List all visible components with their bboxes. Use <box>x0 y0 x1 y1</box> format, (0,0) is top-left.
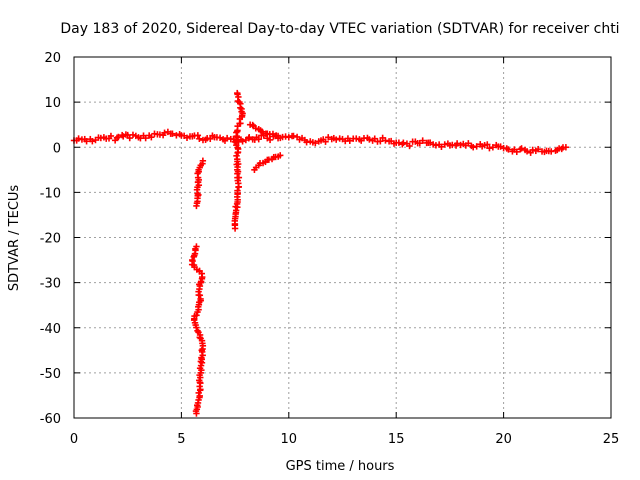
data-point-series-0 <box>325 134 332 141</box>
data-points <box>70 89 570 417</box>
x-tick-label: 20 <box>495 432 512 447</box>
y-tick-label: -10 <box>40 186 61 201</box>
data-point-series-0 <box>142 134 149 142</box>
data-point-series-2 <box>234 149 241 157</box>
data-point-series-0 <box>239 138 246 145</box>
y-tick-label: -50 <box>40 367 61 382</box>
data-point-series-0 <box>473 143 480 150</box>
data-point-series-1 <box>193 410 200 417</box>
data-point-series-0 <box>562 144 570 151</box>
axis-ticks: 0 5 10 15 20 25 -60 -50 -40 -30 -20 -10 0 10 20 <box>40 51 620 447</box>
data-point-series-0 <box>161 129 168 136</box>
data-point-series-0 <box>489 144 497 151</box>
y-tick-label: -40 <box>40 322 61 337</box>
data-point-series-0 <box>322 138 329 145</box>
data-point-series-0 <box>312 139 319 147</box>
data-point-series-0 <box>486 144 493 152</box>
x-tick-label: 0 <box>70 432 78 447</box>
y-tick-label: -60 <box>40 412 61 427</box>
y-tick-label: -20 <box>40 232 61 247</box>
data-point-series-2 <box>237 104 244 111</box>
data-point-series-0 <box>346 137 353 144</box>
data-point-series-0 <box>523 148 531 155</box>
chart-title: Day 183 of 2020, Sidereal Day-to-day VTE… <box>60 21 619 37</box>
data-point-series-0 <box>529 146 536 154</box>
data-point-series-1 <box>193 202 200 210</box>
data-point-series-0 <box>126 134 133 142</box>
y-tick-label: 10 <box>44 96 61 111</box>
data-point-series-0 <box>107 132 115 140</box>
x-tick-label: 10 <box>281 432 298 447</box>
data-point-series-0 <box>505 146 512 153</box>
data-point-series-2 <box>252 125 259 132</box>
data-point-series-0 <box>223 134 231 142</box>
data-point-series-0 <box>148 134 155 141</box>
data-point-series-0 <box>453 140 461 147</box>
data-point-series-1 <box>196 334 203 341</box>
data-point-series-0 <box>400 139 407 146</box>
data-point-series-2 <box>277 152 284 159</box>
data-point-series-0 <box>255 136 262 143</box>
data-point-series-0 <box>290 132 297 140</box>
y-axis-label: SDTVAR / TECUs <box>7 185 22 292</box>
data-point-series-0 <box>382 137 389 144</box>
grid <box>74 57 611 418</box>
data-point-series-2 <box>269 130 277 138</box>
data-point-series-0 <box>484 141 491 148</box>
data-point-series-0 <box>518 145 525 152</box>
data-point-series-0 <box>441 141 448 148</box>
data-point-series-0 <box>469 144 477 151</box>
data-point-series-0 <box>438 143 445 151</box>
data-point-series-2 <box>274 132 282 140</box>
data-point-series-0 <box>89 138 96 145</box>
data-point-series-0 <box>332 136 340 143</box>
x-axis-label: GPS time / hours <box>286 459 395 474</box>
data-point-series-2 <box>235 174 243 181</box>
data-point-series-0 <box>194 132 202 139</box>
data-point-series-1 <box>194 308 201 316</box>
data-point-series-2 <box>231 225 239 232</box>
data-point-series-0 <box>266 136 274 144</box>
x-tick-label: 25 <box>603 432 620 447</box>
data-point-series-1 <box>190 253 197 260</box>
data-point-series-0 <box>419 137 426 144</box>
data-point-series-2 <box>249 121 256 129</box>
data-point-series-2 <box>235 183 242 191</box>
data-point-series-0 <box>245 134 253 141</box>
data-point-series-0 <box>534 145 542 153</box>
data-point-series-0 <box>75 135 82 142</box>
y-tick-label: 0 <box>53 141 61 156</box>
y-tick-label: -30 <box>40 277 61 292</box>
data-point-series-0 <box>169 130 176 137</box>
x-tick-label: 15 <box>388 432 405 447</box>
data-point-series-0 <box>513 148 520 156</box>
data-point-series-0 <box>196 135 203 142</box>
y-tick-label: 20 <box>44 51 61 66</box>
data-point-series-1 <box>193 324 200 331</box>
data-point-series-0 <box>303 139 310 146</box>
data-point-series-2 <box>234 204 241 211</box>
data-point-series-0 <box>406 142 413 150</box>
data-point-series-0 <box>285 134 292 141</box>
data-point-series-0 <box>366 136 373 143</box>
data-point-series-0 <box>83 138 90 145</box>
x-tick-label: 5 <box>177 432 185 447</box>
data-point-series-2 <box>258 128 266 135</box>
